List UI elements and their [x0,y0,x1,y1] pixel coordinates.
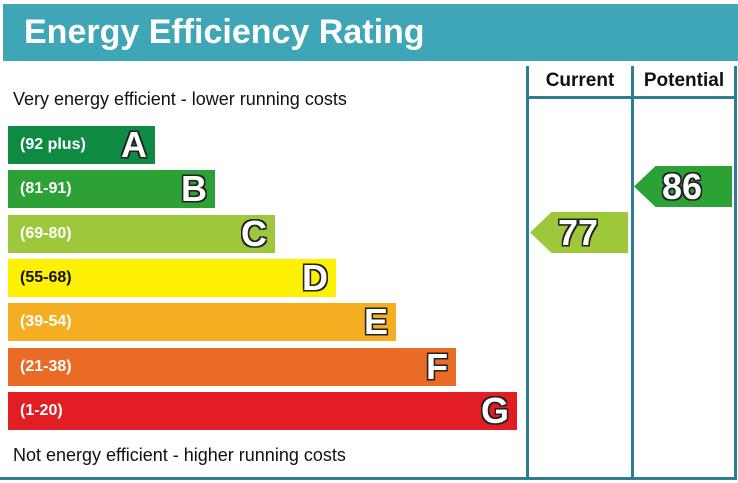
potential-rating-value: 86 [662,166,703,207]
band-bar-e: (39-54) E [8,301,396,342]
band-bar-b: (81-91) B [8,168,215,209]
band-bar-c: (69-80) C [8,213,275,254]
band-letter: F [426,346,448,387]
top-note: Very energy efficient - lower running co… [13,89,347,109]
divider [526,96,737,99]
band-letter: G [480,390,509,431]
divider [526,66,529,480]
band-letter: D [302,257,328,298]
chart-title: Energy Efficiency Rating [24,13,425,51]
band-range: (55-68) [20,269,72,286]
band-range: (92 plus) [20,136,86,153]
band-bar-a: (92 plus) A [8,124,155,165]
band-bar-f: (21-38) F [8,346,456,387]
band-range: (81-91) [20,180,72,197]
band-bar-d: (55-68) D [8,257,336,298]
band-range: (21-38) [20,358,72,375]
band-letter: E [363,301,388,342]
bottom-note: Not energy efficient - higher running co… [13,445,346,465]
band-range: (69-80) [20,225,72,242]
band-letter: C [241,213,267,254]
title-bar: Energy Efficiency Rating [3,4,738,61]
potential-rating-arrow: 86 [634,166,732,207]
band-range: (1-20) [20,402,63,419]
divider [631,66,634,480]
divider [734,66,737,480]
divider [0,477,737,480]
potential-header: Potential [643,70,725,91]
band-bar-g: (1-20) G [8,390,517,431]
current-rating-value: 77 [558,212,599,253]
current-rating-arrow: 77 [530,212,628,253]
band-letter: B [181,168,207,209]
band-letter: A [121,124,147,165]
band-range: (39-54) [20,313,72,330]
current-header: Current [545,70,615,91]
